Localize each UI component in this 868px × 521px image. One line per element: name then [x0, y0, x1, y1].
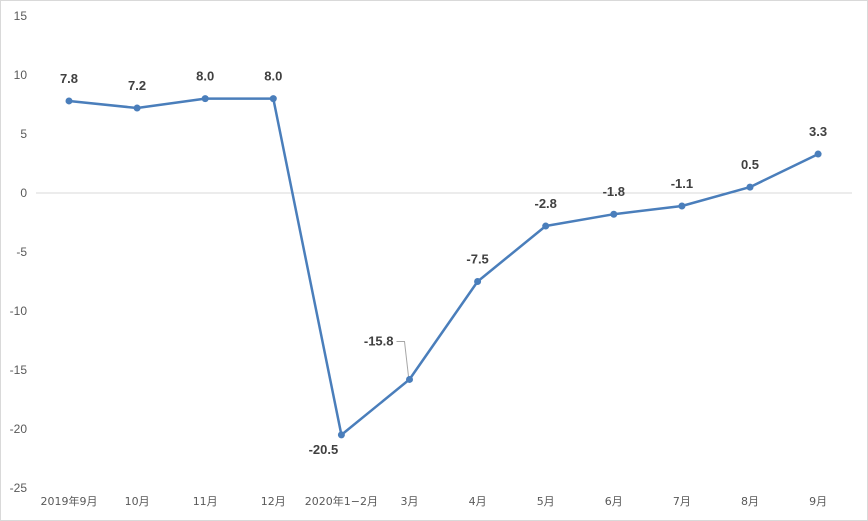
data-point	[746, 183, 754, 191]
x-tick-label: 8月	[741, 495, 759, 508]
leader-lines	[396, 340, 409, 377]
x-tick-label: 5月	[537, 495, 555, 508]
x-tick-label: 2020年1−2月	[305, 494, 378, 508]
data-label: 7.2	[128, 78, 146, 93]
y-tick-label: -25	[10, 481, 28, 495]
y-axis-ticks: 15 10 5 0 -5 -10 -15 -20 -25	[10, 9, 28, 495]
x-tick-label: 2019年9月	[41, 494, 98, 508]
data-point	[406, 375, 413, 383]
data-point	[133, 104, 141, 112]
x-tick-label: 12月	[261, 495, 286, 508]
data-label: 7.8	[60, 71, 78, 86]
x-tick-label: 3月	[401, 495, 419, 508]
data-point	[269, 95, 277, 103]
data-label: 8.0	[264, 69, 282, 84]
data-label: -2.8	[534, 196, 556, 211]
x-tick-label: 4月	[469, 495, 487, 508]
data-label: 8.0	[196, 69, 214, 84]
x-tick-label: 9月	[809, 495, 827, 508]
x-tick-label: 10月	[125, 495, 150, 508]
data-point	[610, 210, 618, 218]
data-label: 3.3	[809, 124, 827, 139]
y-tick-label: 0	[20, 186, 27, 200]
x-axis-ticks: 2019年9月 10月 11月 12月 2020年1−2月 3月 4月 5月 6月 7月 8月 9月	[41, 494, 828, 508]
data-label: -15.8	[364, 333, 394, 348]
y-tick-label: 5	[20, 127, 27, 141]
data-point	[65, 97, 73, 105]
y-tick-label: -20	[10, 422, 28, 436]
x-tick-label: 6月	[605, 495, 623, 508]
data-point	[542, 222, 550, 230]
data-labels: 7.8 7.2 8.0 8.0 -20.5 -15.8 -7.5 -2.8 -1.8 -1.1 0.…	[60, 69, 827, 457]
y-tick-label: 10	[14, 68, 28, 82]
data-point	[814, 150, 822, 158]
data-points	[65, 95, 822, 439]
y-tick-label: 15	[14, 9, 28, 23]
data-label: -7.5	[466, 252, 488, 267]
data-label: -1.1	[671, 176, 693, 191]
data-label: 0.5	[741, 157, 759, 172]
y-tick-label: -10	[10, 304, 28, 318]
y-tick-label: -5	[16, 245, 27, 259]
y-tick-label: -15	[10, 363, 28, 377]
data-point	[201, 95, 209, 103]
x-tick-label: 11月	[193, 495, 218, 508]
data-point	[474, 278, 482, 285]
leader-line	[396, 340, 409, 377]
data-label: -1.8	[603, 184, 625, 199]
data-label: -20.5	[309, 442, 339, 457]
data-point	[337, 431, 345, 439]
x-tick-label: 7月	[673, 495, 691, 508]
series-line	[68, 97, 819, 437]
data-point	[678, 202, 686, 210]
